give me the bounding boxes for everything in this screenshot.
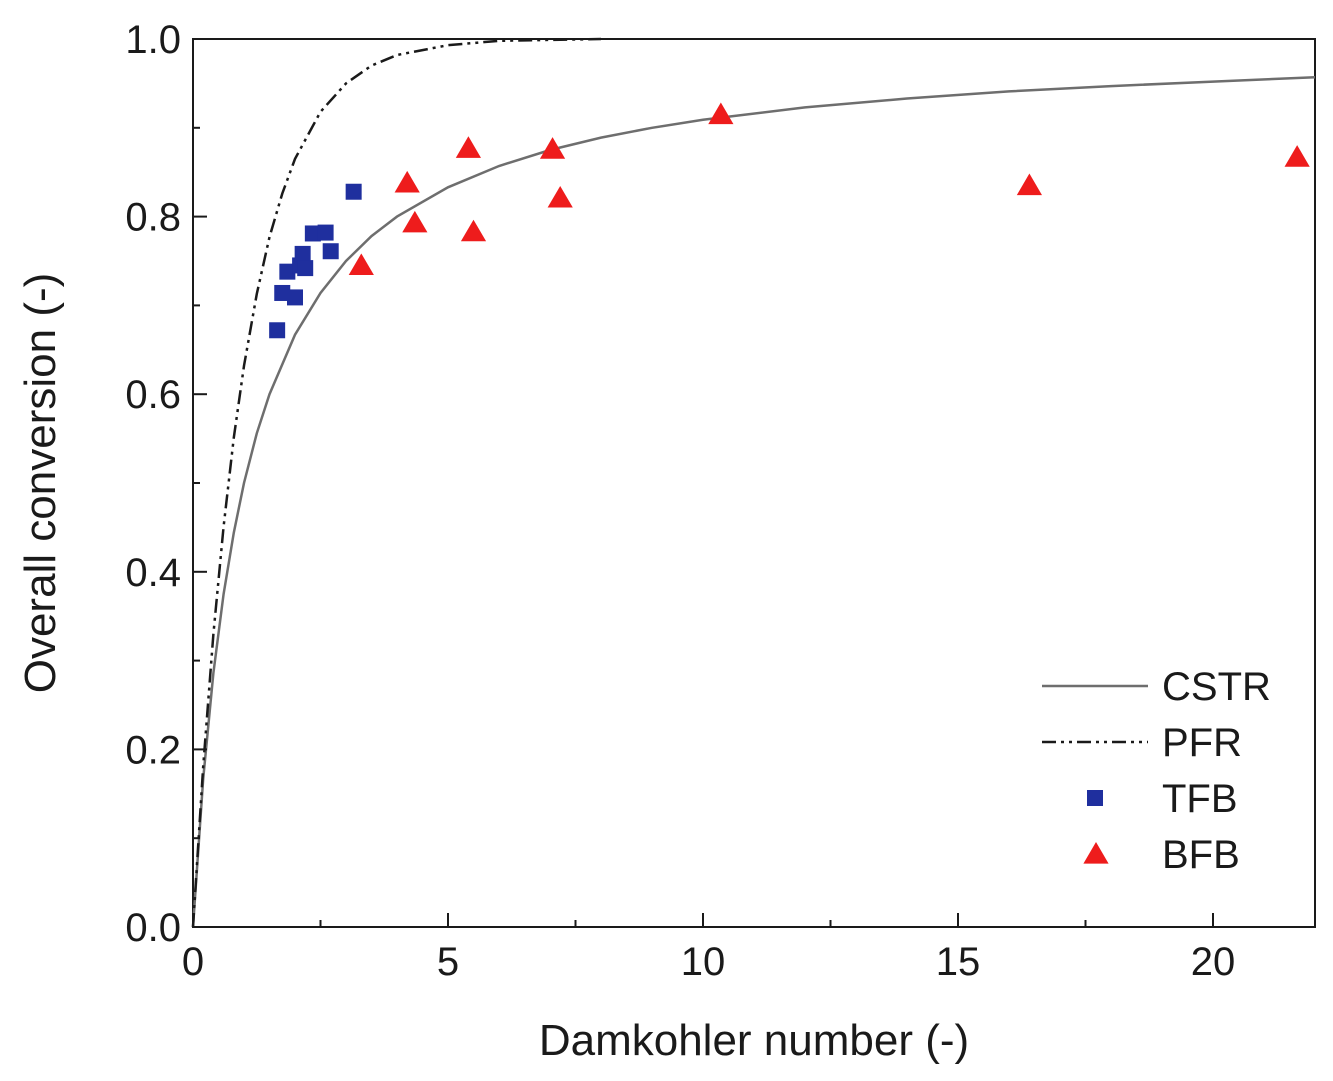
plot-frame	[192, 38, 1316, 928]
legend-label-pfr: PFR	[1162, 721, 1242, 765]
y-tick-label: 0.8	[125, 196, 181, 240]
bfb-point	[394, 170, 420, 193]
y-axis-title: Overall conversion (-)	[16, 273, 65, 694]
bfb-point	[460, 219, 487, 242]
tfb-point	[317, 224, 334, 241]
legend-label-cstr: CSTR	[1162, 665, 1271, 709]
legend-swatch-tfb	[1087, 790, 1103, 806]
y-tick-label: 0.6	[125, 373, 181, 417]
bfb-point	[1284, 145, 1310, 167]
bfb-point	[539, 137, 566, 159]
x-tick-label: 10	[681, 940, 726, 984]
y-tick-label: 0.2	[125, 728, 181, 772]
tfb-point	[274, 284, 291, 301]
legend-item-tfb: TFB	[1087, 777, 1238, 821]
tfb-point	[345, 183, 362, 200]
bfb-point	[708, 102, 734, 125]
y-tick-label: 0.4	[125, 551, 181, 595]
legend-label-tfb: TFB	[1162, 777, 1238, 821]
x-tick-label: 0	[182, 940, 204, 984]
tfb-point	[297, 260, 314, 277]
bfb-point	[348, 253, 374, 276]
x-tick-label: 15	[936, 940, 981, 984]
axes: 0 5 10 15 20 0.0 0.2 0.4 0.6 0.8 1.0	[125, 18, 1235, 984]
legend-item-bfb: BFB	[1083, 833, 1240, 877]
x-axis-title: Damkohler number (-)	[539, 1016, 969, 1065]
tfb-point	[287, 289, 303, 306]
legend-item-pfr: PFR	[1042, 721, 1242, 765]
tfb-point	[269, 322, 286, 339]
bfb-point	[455, 136, 481, 158]
x-tick-label: 5	[437, 940, 459, 984]
tfb-point	[322, 243, 339, 260]
tfb-point	[294, 245, 311, 262]
legend-swatch-bfb	[1083, 842, 1109, 864]
pfr-curve	[191, 37, 602, 928]
bfb-point	[1016, 173, 1042, 196]
y-tick-label: 1.0	[125, 18, 181, 62]
legend-item-cstr: CSTR	[1042, 665, 1271, 709]
cstr-curve	[191, 75, 1316, 928]
bfb-point	[402, 210, 428, 233]
tfb-point	[279, 263, 296, 280]
legend-label-bfb: BFB	[1162, 833, 1240, 877]
bfb-point	[547, 185, 573, 208]
legend: CSTR PFR TFB BFB	[1042, 665, 1271, 877]
markers	[269, 102, 1310, 339]
x-tick-label: 20	[1191, 940, 1236, 984]
y-tick-label: 0.0	[125, 906, 181, 950]
curves	[191, 37, 1316, 928]
tfb-point	[304, 225, 321, 242]
